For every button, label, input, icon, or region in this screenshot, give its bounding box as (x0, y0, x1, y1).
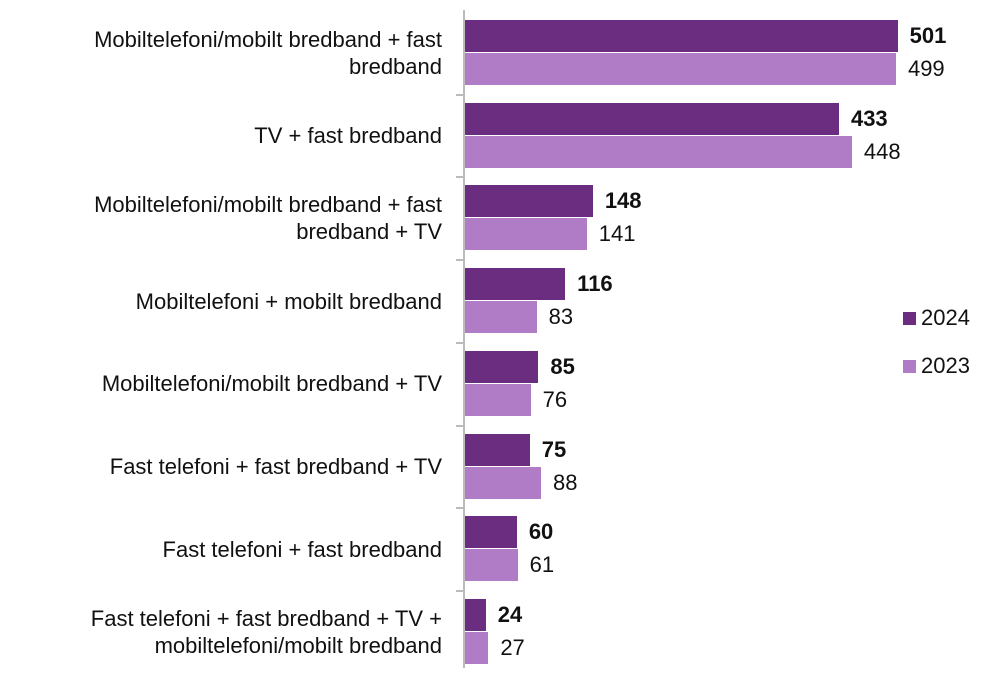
axis-tick (456, 341, 464, 344)
axis-tick (456, 424, 464, 427)
legend-label: 2023 (921, 353, 970, 378)
data-label: 61 (529, 552, 555, 578)
legend-swatch (903, 312, 916, 325)
axis-tick (456, 259, 464, 262)
data-label: 141 (598, 221, 636, 247)
data-label: 60 (528, 519, 554, 545)
data-label: 148 (604, 188, 642, 214)
axis-line (463, 10, 465, 668)
axis-tick (456, 176, 464, 179)
category-label: Mobiltelefoni/mobilt bredband + fast bre… (94, 192, 442, 245)
bar (465, 598, 486, 631)
legend-label: 2024 (921, 305, 970, 330)
category-label: Fast telefoni + fast bredband + TV + mob… (90, 605, 442, 658)
bar (465, 466, 541, 499)
data-label: 27 (500, 634, 525, 660)
legend-swatch (903, 360, 916, 373)
bar (465, 102, 839, 135)
category-label: Mobiltelefoni/mobilt bredband + TV (101, 371, 442, 397)
bar (465, 185, 593, 218)
axis-tick (456, 589, 464, 592)
category-label: Mobiltelefoni/mobilt bredband + fast bre… (94, 27, 442, 79)
bar (465, 350, 539, 383)
data-label: 499 (907, 56, 945, 81)
data-label: 83 (548, 304, 574, 330)
axis-tick (456, 93, 464, 96)
bar (465, 301, 537, 334)
data-label: 88 (553, 469, 578, 495)
bar (465, 268, 566, 301)
bar (465, 53, 896, 85)
data-label: 75 (541, 436, 567, 462)
data-label: 448 (863, 138, 901, 164)
bar (465, 383, 531, 416)
data-label: 116 (577, 271, 613, 297)
bar (465, 433, 530, 466)
category-label: Fast telefoni + fast bredband + TV (109, 454, 442, 479)
data-label: 85 (550, 353, 575, 379)
axis-tick (456, 507, 464, 510)
data-label: 433 (850, 105, 888, 131)
category-label: TV + fast bredband (254, 123, 442, 149)
bar (465, 20, 898, 52)
bar (465, 631, 489, 664)
category-label: Mobiltelefoni + mobilt bredband (135, 288, 442, 314)
bar (465, 218, 587, 251)
bar (465, 516, 517, 549)
data-label: 24 (497, 601, 523, 627)
category-label: Fast telefoni + fast bredband (162, 536, 442, 562)
bar (465, 135, 852, 168)
data-label: 501 (909, 23, 947, 48)
data-label: 76 (542, 386, 568, 412)
bar (465, 549, 518, 582)
